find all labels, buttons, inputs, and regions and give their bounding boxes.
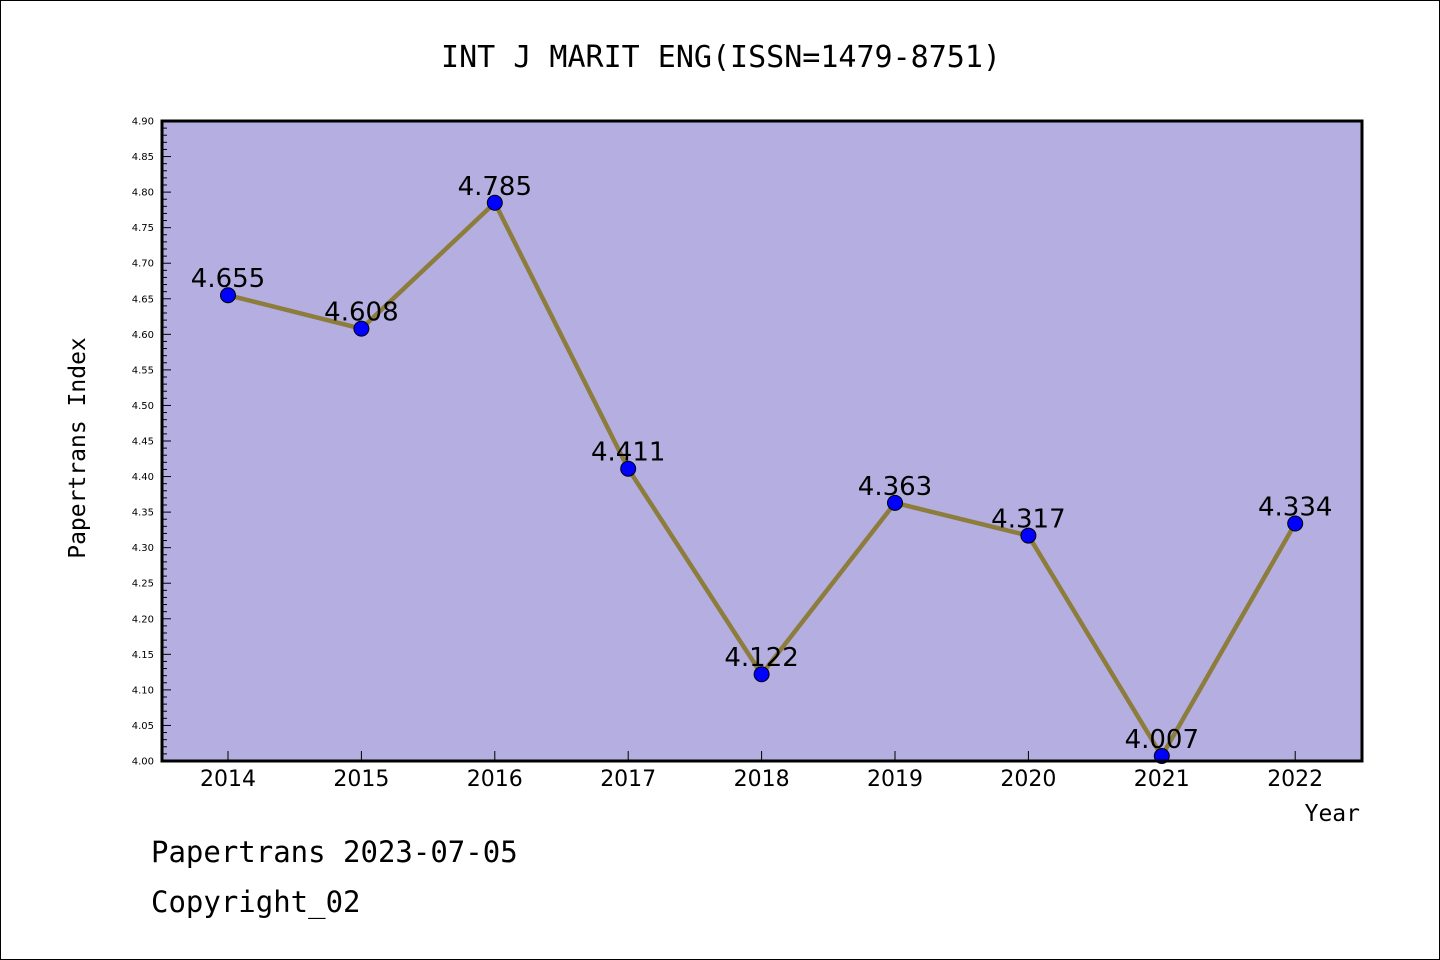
data-label: 4.655 (191, 264, 265, 294)
data-label: 4.317 (991, 505, 1065, 535)
data-label: 4.785 (458, 172, 532, 202)
data-point (620, 460, 637, 477)
y-tick-label: 4.20 (132, 614, 154, 625)
y-tick-label: 4.75 (132, 223, 154, 234)
data-point (353, 320, 370, 337)
y-tick-label: 4.30 (132, 543, 154, 554)
data-point (486, 194, 503, 211)
y-tick-label: 4.05 (132, 721, 154, 732)
data-label: 4.363 (858, 472, 932, 502)
data-label: 4.608 (324, 298, 398, 328)
y-axis-label: Papertrans Index (65, 337, 91, 559)
y-tick-label: 4.35 (132, 508, 154, 519)
x-tick-label: 2017 (600, 767, 656, 792)
data-label: 4.334 (1258, 492, 1332, 522)
plot-border (160, 119, 1364, 763)
data-point (1287, 515, 1304, 532)
y-tick-label: 4.25 (132, 579, 154, 590)
data-label: 4.122 (724, 643, 798, 673)
footer-copyright: Copyright_02 (151, 885, 361, 919)
x-tick-label: 2022 (1267, 767, 1323, 792)
data-point (1020, 527, 1037, 544)
data-labels: 4.655 4.608 4.785 4.411 4.122 4.363 4.317 4.007… (191, 172, 1333, 755)
data-point (753, 666, 770, 683)
x-tick-label: 2016 (467, 767, 523, 792)
data-point (220, 287, 236, 304)
x-axis: 2014 2015 2016 2017 2018 2019 2020 2021 2022 (200, 751, 1323, 792)
chart-title: INT J MARIT ENG(ISSN=1479-8751) (441, 40, 1001, 75)
x-tick-label: 2014 (200, 767, 256, 792)
plot-area (162, 121, 1362, 761)
data-point (887, 494, 903, 511)
y-tick-label: 4.40 (132, 472, 154, 483)
data-label: 4.007 (1125, 725, 1199, 755)
data-label: 4.411 (591, 438, 665, 468)
y-tick-label: 4.90 (132, 117, 154, 128)
y-tick-label: 4.00 (132, 757, 154, 768)
y-tick-label: 4.15 (132, 650, 154, 661)
x-tick-label: 2018 (734, 767, 790, 792)
x-tick-label: 2015 (333, 767, 389, 792)
footer-date-line: Papertrans 2023-07-05 (151, 835, 518, 869)
x-axis-label: Year (1305, 801, 1360, 827)
y-tick-label: 4.70 (132, 259, 154, 270)
x-tick-label: 2019 (867, 767, 923, 792)
y-tick-label: 4.80 (132, 188, 154, 199)
series-layer (220, 194, 1304, 765)
y-tick-label: 4.65 (132, 294, 154, 305)
y-tick-label: 4.45 (132, 437, 154, 448)
y-tick-label: 4.85 (132, 152, 154, 163)
y-tick-label: 4.50 (132, 401, 154, 412)
y-tick-label: 4.55 (132, 365, 154, 376)
y-tick-label: 4.60 (132, 330, 154, 341)
y-tick-label: 4.10 (132, 685, 154, 696)
x-tick-label: 2021 (1134, 767, 1190, 792)
x-tick-label: 2020 (1000, 767, 1056, 792)
